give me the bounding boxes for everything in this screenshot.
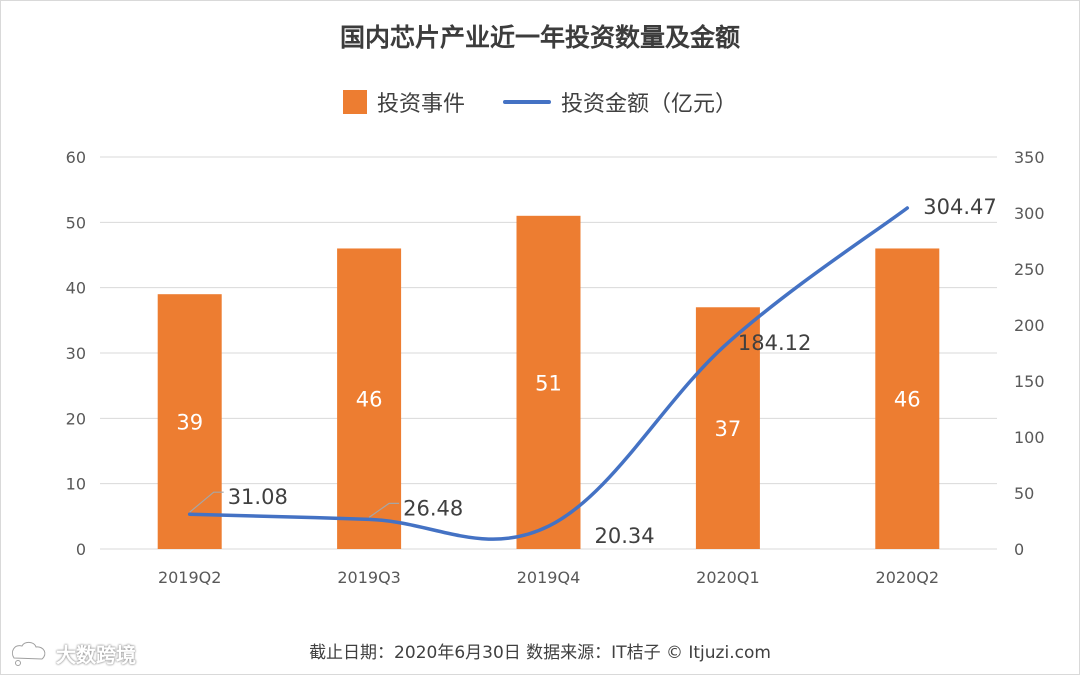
bar-data-labels: 39 46 51 37 46 bbox=[176, 371, 920, 441]
bar-data-label: 46 bbox=[356, 388, 383, 412]
left-axis-tick-label: 50 bbox=[66, 213, 86, 232]
left-axis-tick-label: 40 bbox=[66, 279, 86, 298]
leader-line bbox=[189, 491, 224, 513]
bar-data-label: 39 bbox=[176, 411, 203, 435]
chart-title: 国内芯片产业近一年投资数量及金额 bbox=[339, 23, 740, 52]
bar bbox=[695, 307, 760, 549]
left-axis-tick-label: 10 bbox=[66, 475, 86, 494]
x-axis-tick-label: 2020Q2 bbox=[876, 568, 940, 587]
bar-data-label: 37 bbox=[715, 417, 742, 441]
legend-swatch-bar bbox=[342, 90, 367, 114]
legend-label-investment-amount: 投资金额（亿元） bbox=[561, 92, 738, 117]
left-axis-tick-label: 20 bbox=[66, 409, 86, 428]
right-axis-tick-label: 300 bbox=[1014, 204, 1045, 223]
x-axis-tick-label: 2020Q1 bbox=[696, 568, 760, 587]
right-axis-tick-label: 250 bbox=[1014, 260, 1045, 279]
bar bbox=[875, 248, 940, 549]
line-data-label: 184.12 bbox=[738, 331, 811, 355]
line-data-label: 31.08 bbox=[228, 485, 288, 509]
legend-item-investment-amount: 投资金额（亿元） bbox=[503, 86, 737, 118]
bar-data-label: 46 bbox=[894, 388, 921, 412]
line-data-label: 304.47 bbox=[923, 195, 996, 219]
legend-item-investment-events: 投资事件 bbox=[342, 86, 465, 118]
right-axis-tick-label: 350 bbox=[1014, 148, 1045, 167]
legend: 投资事件 投资金额（亿元） bbox=[0, 86, 1080, 118]
watermark: 大数跨境 bbox=[8, 638, 136, 668]
legend-label-investment-events: 投资事件 bbox=[376, 92, 465, 117]
legend-swatch-line bbox=[503, 100, 551, 104]
watermark-text: 大数跨境 bbox=[56, 642, 136, 667]
bar bbox=[157, 294, 222, 549]
label-leader-lines bbox=[189, 491, 400, 518]
left-axis-tick-label: 30 bbox=[66, 344, 86, 363]
right-axis-tick-label: 150 bbox=[1014, 372, 1045, 391]
bar bbox=[516, 215, 581, 550]
x-axis-tick-label: 2019Q4 bbox=[517, 568, 581, 587]
bar bbox=[337, 248, 402, 549]
amount-line bbox=[187, 206, 910, 541]
left-axis-tick-label: 0 bbox=[76, 540, 86, 559]
right-axis-ticks: 0 50 100 150 200 250 300 350 bbox=[1014, 148, 1045, 559]
bar-series bbox=[157, 215, 940, 550]
watermark-logo-icon bbox=[10, 640, 47, 666]
x-axis-labels: 2019Q2 2019Q3 2019Q4 2020Q1 2020Q2 bbox=[158, 568, 939, 587]
line-data-label: 26.48 bbox=[403, 496, 463, 520]
line-data-label: 20.34 bbox=[595, 524, 655, 548]
footer-source-note: 截止日期：2020年6月30日 数据来源：IT桔子 © Itjuzi.com bbox=[309, 643, 771, 663]
right-axis-tick-label: 100 bbox=[1014, 428, 1045, 447]
leader-line bbox=[368, 502, 400, 518]
right-axis-tick-label: 0 bbox=[1014, 540, 1024, 559]
bar-data-label: 51 bbox=[535, 371, 562, 395]
x-axis-tick-label: 2019Q3 bbox=[337, 568, 401, 587]
right-axis-tick-label: 50 bbox=[1014, 484, 1034, 503]
left-axis-ticks: 0 10 20 30 40 50 60 bbox=[66, 148, 86, 559]
right-axis-tick-label: 200 bbox=[1014, 316, 1045, 335]
line-data-labels: 31.08 26.48 20.34 184.12 304.47 bbox=[228, 195, 997, 548]
left-axis-tick-label: 60 bbox=[66, 148, 86, 167]
x-axis-tick-label: 2019Q2 bbox=[158, 568, 222, 587]
